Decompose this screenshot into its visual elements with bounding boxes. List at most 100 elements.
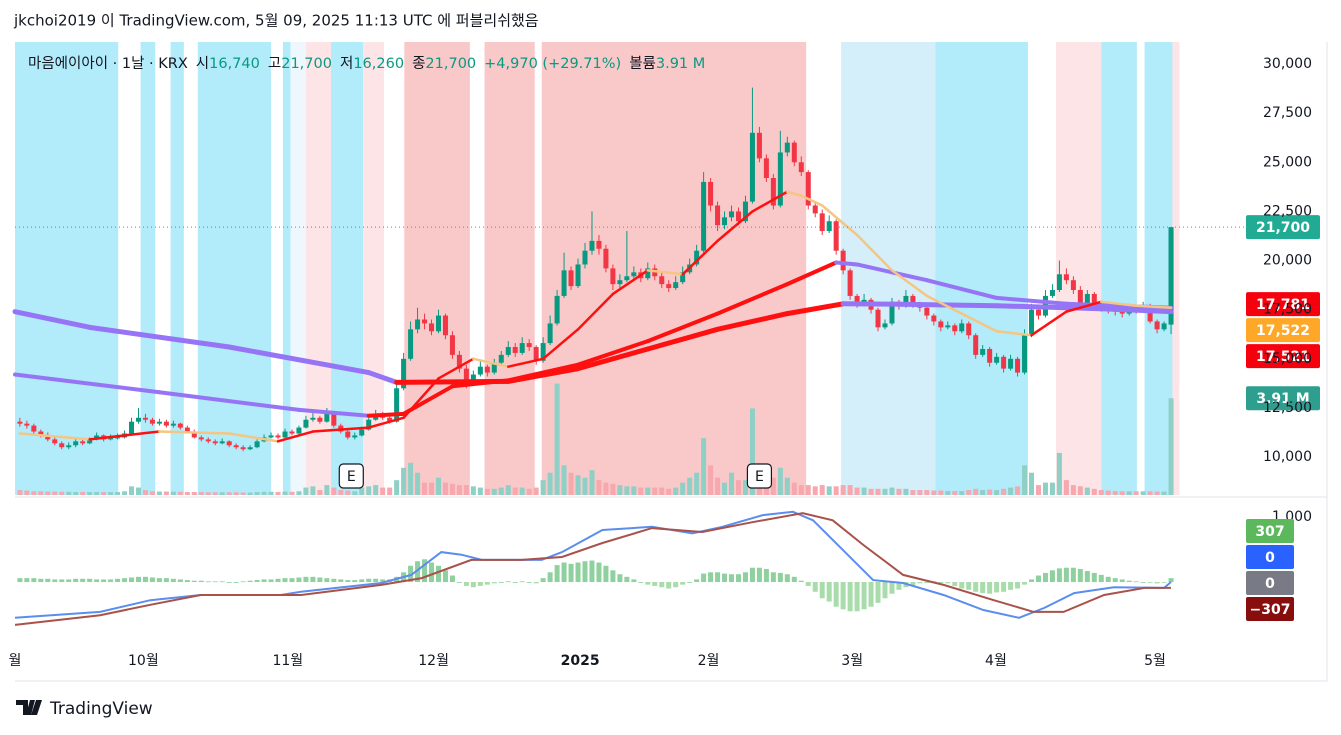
ma-segment bbox=[13, 372, 162, 395]
band bbox=[15, 42, 119, 495]
volume-bar bbox=[784, 477, 790, 495]
macd-histogram-bar bbox=[366, 578, 372, 583]
macd-histogram-bar bbox=[756, 567, 762, 583]
macd-histogram-bar bbox=[45, 578, 51, 583]
macd-histogram-bar bbox=[1001, 582, 1007, 592]
volume-bar bbox=[561, 465, 567, 495]
volume-bar bbox=[38, 491, 44, 495]
ma-segment bbox=[1100, 300, 1138, 307]
candle-body bbox=[1161, 323, 1167, 330]
candle-body bbox=[959, 323, 965, 332]
volume-bar bbox=[833, 486, 839, 495]
volume-bar bbox=[1077, 486, 1083, 495]
candle-body bbox=[191, 431, 197, 438]
volume-bar bbox=[380, 487, 386, 495]
ma-segment bbox=[715, 282, 790, 316]
volume-bar bbox=[1091, 488, 1097, 495]
volume-bar bbox=[135, 487, 141, 495]
macd-histogram-bar bbox=[87, 578, 93, 583]
candle-body bbox=[826, 221, 832, 232]
volume-bar bbox=[1112, 491, 1118, 495]
volume-bar bbox=[177, 491, 183, 495]
candle-body bbox=[903, 295, 909, 306]
volume-bar bbox=[163, 491, 169, 495]
legend-value: 21,700 bbox=[281, 56, 332, 72]
candle-body bbox=[135, 417, 141, 422]
candle-body bbox=[1001, 356, 1007, 369]
candle-body bbox=[708, 181, 714, 206]
candle-body bbox=[219, 441, 225, 444]
candle-body bbox=[1015, 358, 1021, 373]
ma-segment bbox=[402, 377, 440, 420]
macd-histogram-bar bbox=[282, 578, 288, 583]
volume-bar bbox=[66, 491, 72, 495]
candle-body bbox=[847, 270, 853, 296]
volume-bar bbox=[233, 492, 239, 495]
candle-body bbox=[359, 429, 365, 436]
macd-histogram-bar bbox=[1126, 580, 1132, 583]
volume-bar bbox=[59, 491, 65, 495]
volume-bar bbox=[1029, 472, 1035, 495]
price-label: 17,522 bbox=[1256, 323, 1310, 339]
y-tick-label: 27,500 bbox=[1263, 105, 1312, 121]
band bbox=[282, 42, 291, 495]
candle-body bbox=[429, 323, 435, 332]
volume-bar bbox=[142, 490, 148, 495]
volume-bar bbox=[687, 477, 693, 495]
ma-segment bbox=[472, 357, 510, 368]
band bbox=[363, 42, 385, 495]
candle-body bbox=[275, 435, 281, 438]
macd-histogram-bar bbox=[1035, 575, 1041, 583]
ma-segment bbox=[366, 411, 406, 418]
candle-body bbox=[596, 240, 602, 249]
volume-bar bbox=[973, 488, 979, 495]
macd-histogram-bar bbox=[1147, 582, 1153, 583]
volume-bar bbox=[1126, 491, 1132, 495]
macd-histogram-bar bbox=[38, 578, 44, 583]
band bbox=[404, 42, 470, 495]
macd-histogram-bar bbox=[324, 578, 330, 583]
macd-histogram-bar bbox=[1049, 570, 1055, 583]
volume-bar bbox=[449, 483, 455, 495]
ma-segment bbox=[507, 357, 545, 368]
volume-bar bbox=[1015, 486, 1021, 495]
candle-body bbox=[798, 162, 804, 173]
volume-bar bbox=[624, 486, 630, 495]
legend-key: 종 bbox=[412, 56, 425, 72]
volume-bar bbox=[847, 485, 853, 495]
moving-averages bbox=[12, 190, 1174, 443]
macd-histogram-bar bbox=[198, 580, 204, 583]
ma-segment bbox=[296, 407, 371, 418]
volume-bar bbox=[129, 486, 135, 495]
volume-bar bbox=[45, 491, 51, 495]
candle-body bbox=[680, 272, 686, 283]
volume-bar bbox=[352, 491, 358, 495]
macd-histogram-bar bbox=[1084, 570, 1090, 583]
macd-histogram-bar bbox=[617, 574, 623, 583]
volume-bar bbox=[742, 480, 748, 495]
volume-bar bbox=[156, 491, 162, 495]
macd-label: −307 bbox=[1250, 602, 1291, 618]
candle-body bbox=[477, 366, 483, 375]
ma-segment bbox=[366, 370, 400, 385]
candle-body bbox=[742, 201, 748, 222]
volume-bar bbox=[875, 488, 881, 495]
macd-histogram-bar bbox=[80, 578, 86, 583]
legend-key: 저 bbox=[340, 55, 353, 72]
candle-body bbox=[408, 329, 414, 359]
macd-histogram-bar bbox=[352, 580, 358, 583]
candle-body bbox=[735, 211, 741, 222]
macd-label-box bbox=[1246, 571, 1294, 595]
candle-body bbox=[149, 419, 155, 424]
candle-body bbox=[456, 354, 462, 369]
overlays: E E 21,700 17,781 17,522 17,521 3.91 M bbox=[15, 215, 1320, 489]
ma-segment bbox=[925, 294, 963, 315]
candle-body bbox=[233, 445, 239, 448]
candle-body bbox=[142, 417, 148, 420]
macd-histogram-bar bbox=[484, 582, 490, 585]
candle-body bbox=[254, 441, 260, 448]
ma-segment bbox=[855, 233, 894, 272]
candle-body bbox=[484, 366, 490, 373]
macd-histogram-bar bbox=[408, 565, 414, 583]
ma-segment bbox=[158, 430, 231, 435]
